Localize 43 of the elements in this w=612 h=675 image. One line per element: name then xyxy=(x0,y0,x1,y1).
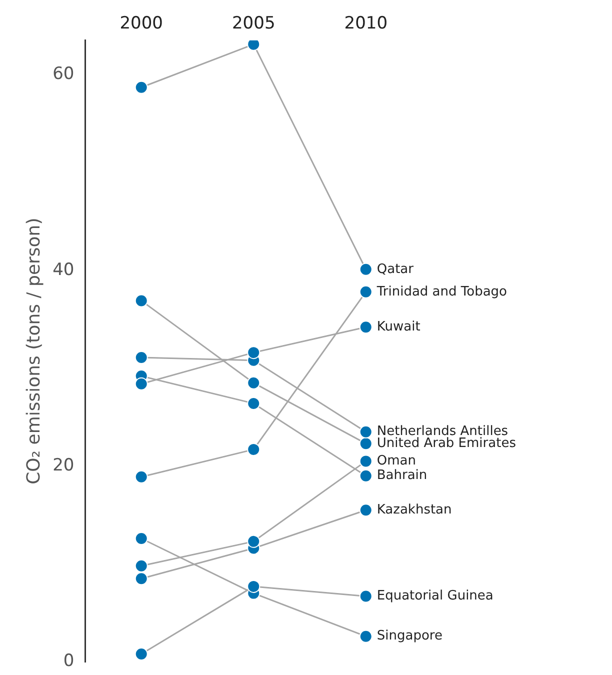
point xyxy=(359,504,372,517)
point xyxy=(247,346,260,360)
point xyxy=(247,40,260,51)
point xyxy=(134,80,148,94)
x-tick-label: 2010 xyxy=(344,14,388,34)
series-label: Bahrain xyxy=(376,468,428,484)
series-label: Kuwait xyxy=(376,320,420,334)
x-tick-label: 2005 xyxy=(232,14,276,34)
point xyxy=(247,442,260,456)
y-tick-label: 0 xyxy=(63,651,74,672)
point xyxy=(359,454,372,468)
point xyxy=(247,376,260,390)
series-label: Kazakhstan xyxy=(376,502,452,518)
point xyxy=(134,294,148,308)
point xyxy=(134,559,148,572)
series-label: Oman xyxy=(376,454,416,469)
point xyxy=(247,396,260,410)
point xyxy=(359,590,372,603)
point xyxy=(359,320,372,334)
point xyxy=(134,377,148,390)
y-tick-label: 60 xyxy=(52,64,74,84)
point xyxy=(247,534,260,548)
point xyxy=(359,262,372,276)
series-label: Equatorial Guinea xyxy=(376,588,494,604)
point xyxy=(359,469,372,482)
point xyxy=(359,630,372,643)
series-label: Singapore xyxy=(376,628,442,644)
point xyxy=(359,425,372,438)
point xyxy=(134,350,148,364)
y-tick-label: 20 xyxy=(52,456,74,476)
point xyxy=(134,572,148,586)
y-tick-label: 40 xyxy=(52,260,74,280)
x-tick-label: 2000 xyxy=(120,14,163,34)
point xyxy=(247,580,260,593)
point xyxy=(134,647,148,660)
y-axis-title: CO₂ emissions (tons / person) xyxy=(23,218,44,484)
point xyxy=(359,285,372,298)
point xyxy=(134,532,148,545)
point xyxy=(134,470,148,484)
point xyxy=(359,437,372,450)
series-label: Qatar xyxy=(376,262,414,277)
series-label: United Arab Emirates xyxy=(376,436,516,451)
series-label: Trinidad and Tobago xyxy=(376,284,508,300)
